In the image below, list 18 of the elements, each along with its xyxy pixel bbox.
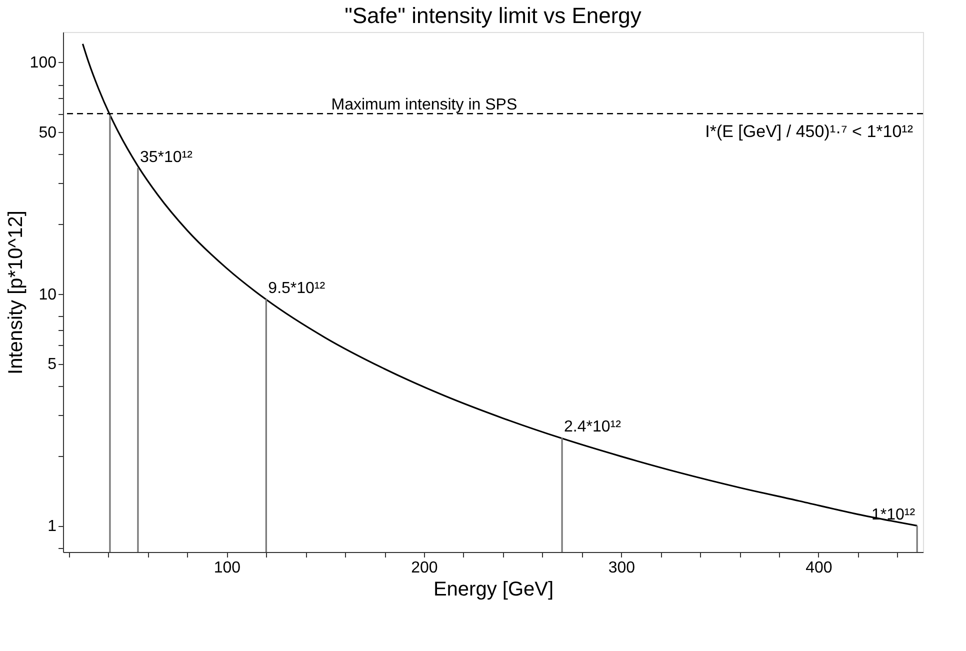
y-tick-label: 100 xyxy=(30,54,57,72)
x-tick-label: 300 xyxy=(608,560,636,576)
annotation: 2.4*10¹² xyxy=(564,418,622,436)
chart-title: "Safe" intensity limit vs Energy xyxy=(344,3,642,28)
annotation: I*(E [GeV] / 450)¹·⁷ < 1*10¹² xyxy=(705,122,914,141)
y-tick-label: 50 xyxy=(38,124,57,142)
annotation: 1*10¹² xyxy=(872,506,916,524)
y-axis-title: Intensity [p*10^12] xyxy=(4,210,27,374)
annotation: 35*10¹² xyxy=(140,148,194,166)
ref-line-label: Maximum intensity in SPS xyxy=(331,96,518,114)
x-tick-label: 200 xyxy=(411,560,438,576)
y-tick-label: 1 xyxy=(48,518,57,536)
annotation: 9.5*10¹² xyxy=(268,280,326,298)
y-tick-label: 10 xyxy=(38,286,57,304)
x-tick-label: 100 xyxy=(214,560,241,576)
x-tick-label: 400 xyxy=(806,560,832,576)
x-axis-title: Energy [GeV] xyxy=(433,578,554,600)
y-tick-label: 5 xyxy=(48,356,57,374)
